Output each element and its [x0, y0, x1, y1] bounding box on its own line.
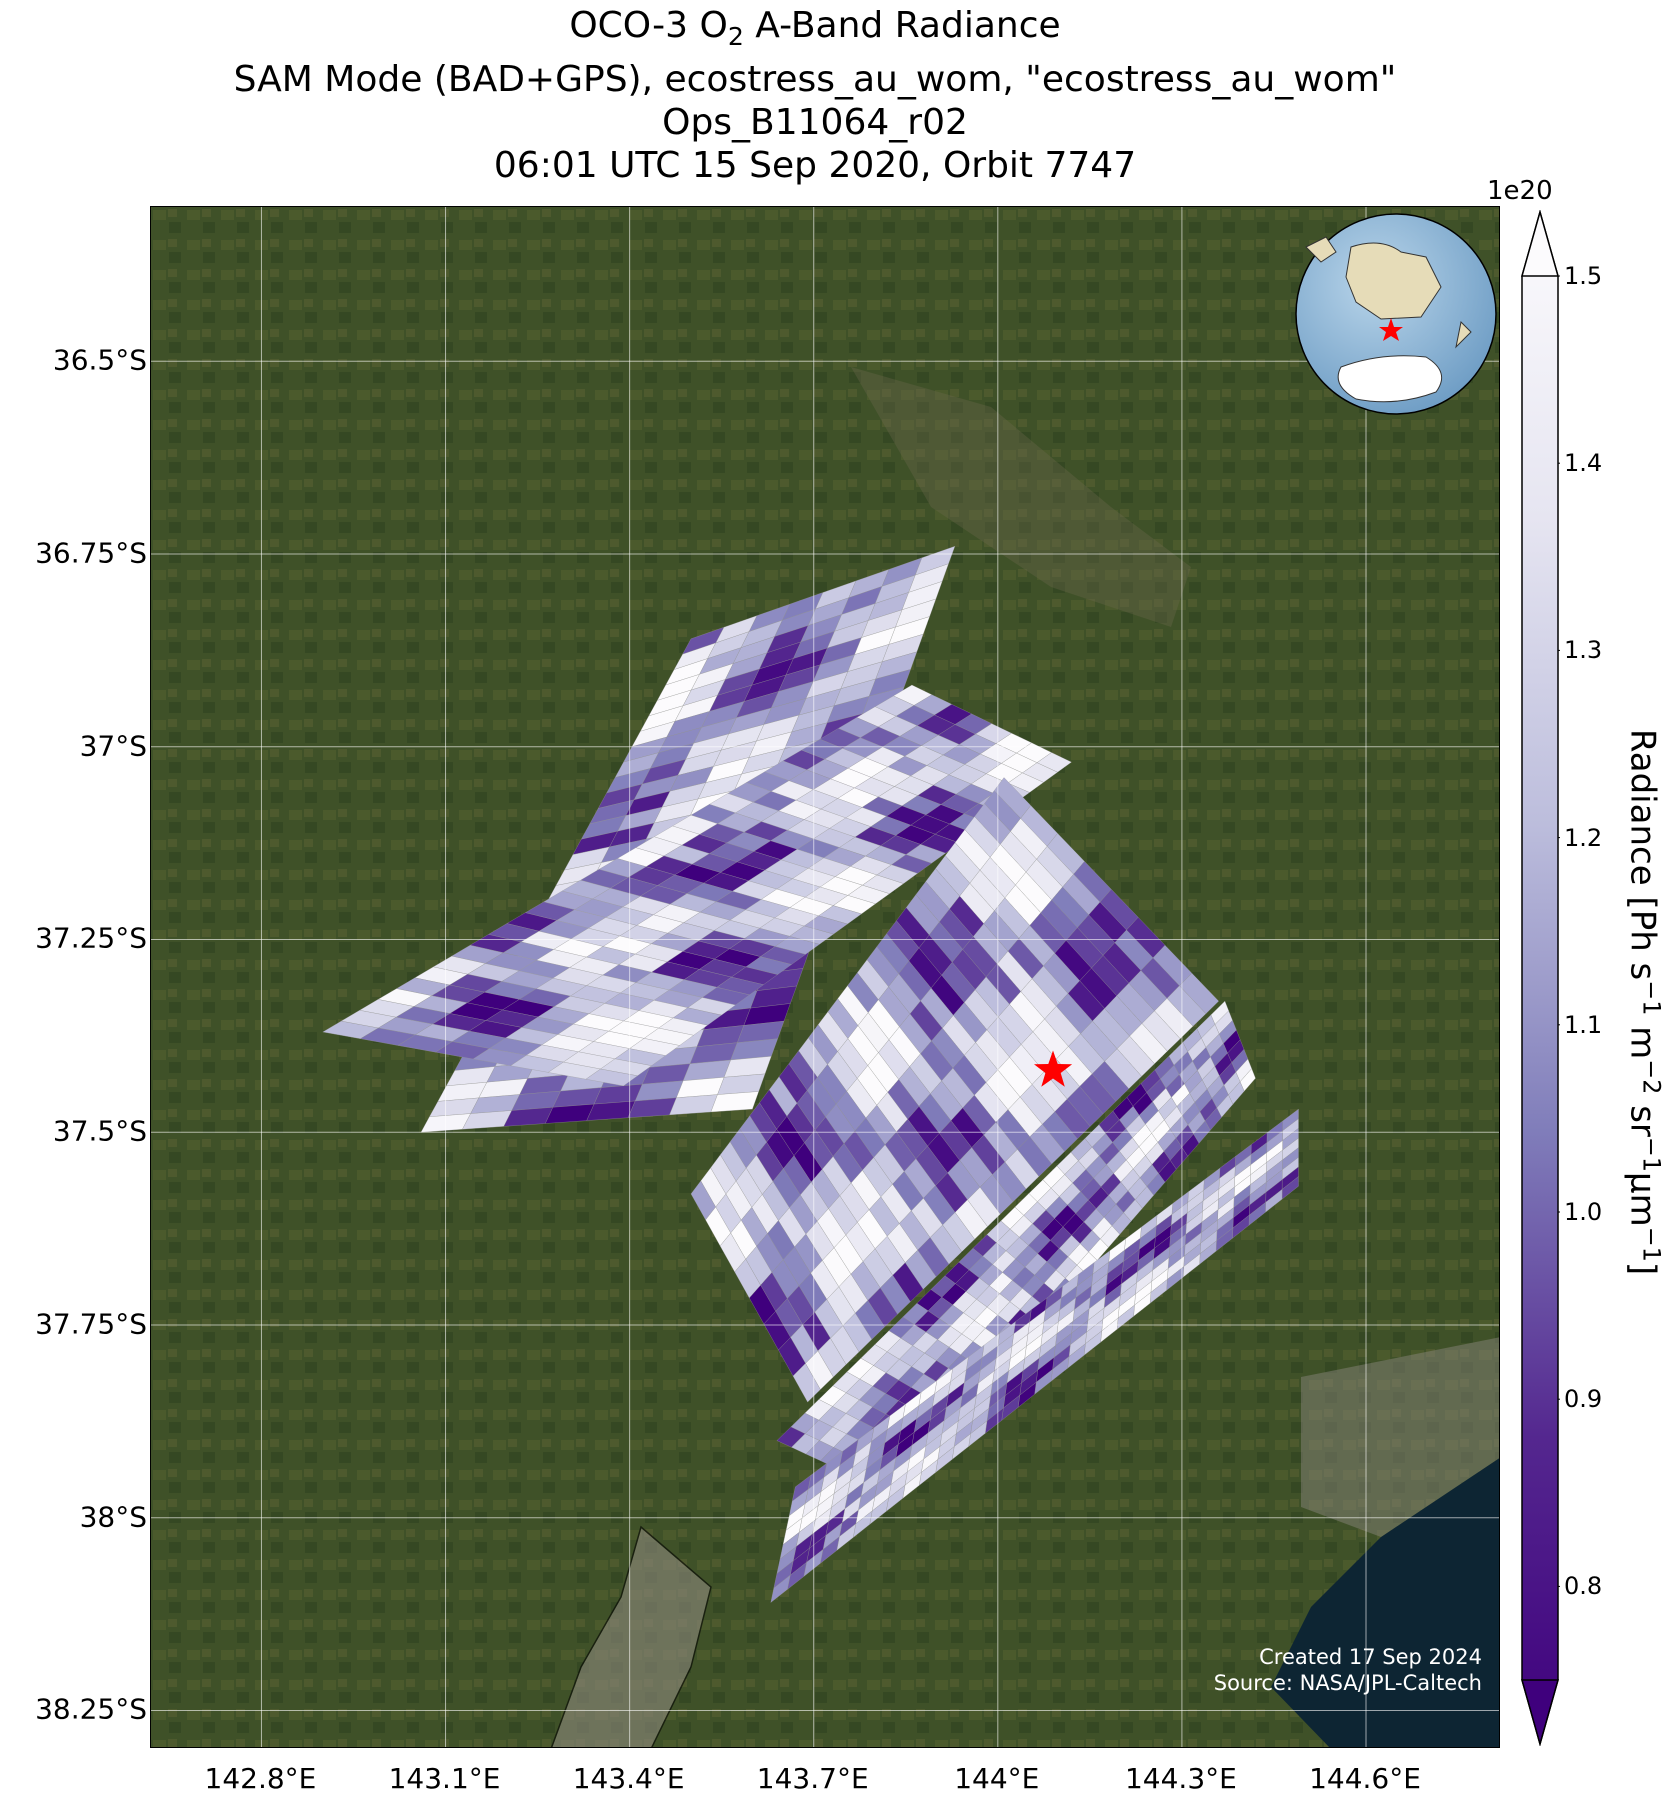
colorbar-tick-label: 1.4 [1564, 449, 1603, 478]
lat-tick-label: 37.25°S [35, 921, 147, 955]
map-gridlines [151, 207, 1499, 1747]
lat-tick-label: 36.75°S [35, 536, 147, 570]
colorbar-tick-label: 1.2 [1564, 823, 1603, 852]
red-star-icon[interactable] [1034, 1050, 1073, 1087]
radiance-footprint [710, 1091, 759, 1113]
lat-tick-label: 37°S [79, 729, 147, 763]
city-area [1301, 1337, 1499, 1537]
lon-tick-label: 144.3°E [1124, 1762, 1237, 1795]
bay-water [1271, 1458, 1499, 1747]
title-line-1: OCO-3 O2 A-Band Radiance [569, 5, 1061, 52]
salt-lake [550, 1525, 712, 1747]
lon-tick-label: 143.4°E [572, 1762, 685, 1795]
target-marker[interactable] [1034, 1050, 1073, 1087]
colorbar-tick-label: 0.8 [1564, 1572, 1603, 1601]
credit-text: Created 17 Sep 2024 Source: NASA/JPL-Cal… [1214, 1644, 1482, 1696]
map-canvas [151, 207, 1499, 1747]
title-line-4: 06:01 UTC 15 Sep 2020, Orbit 7747 [493, 145, 1137, 187]
lat-tick-label: 37.75°S [35, 1307, 147, 1341]
colorbar-exponent: 1e20 [1487, 176, 1553, 206]
mountain-range [851, 367, 1191, 627]
colorbar-tick-label: 0.9 [1564, 1385, 1603, 1414]
lat-tick-label: 38.25°S [35, 1692, 147, 1726]
title-line-3: Ops_B11064_r02 [662, 102, 968, 144]
figure-title: OCO-3 O2 A-Band Radiance SAM Mode (BAD+G… [0, 4, 1630, 187]
colorbar-tick-label: 1.1 [1564, 1010, 1603, 1039]
map-panel[interactable] [150, 206, 1500, 1748]
lon-tick-label: 143.7°E [756, 1762, 869, 1795]
title-line-2: SAM Mode (BAD+GPS), ecostress_au_wom, "e… [233, 59, 1397, 101]
credit-created: Created 17 Sep 2024 [1259, 1645, 1482, 1669]
colorbar-tick-label: 1.5 [1564, 262, 1603, 290]
lon-tick-label: 144°E [954, 1762, 1040, 1795]
credit-source: Source: NASA/JPL-Caltech [1213, 1671, 1482, 1695]
colorbar-label: Radiance [Ph s−1 m−2 sr−1μm−1] [1622, 728, 1666, 1276]
colorbar-tick-label: 1.0 [1564, 1198, 1603, 1226]
radiance-footprint [669, 1094, 718, 1116]
radiance-swaths [322, 545, 1299, 1603]
radiance-footprint [770, 1574, 791, 1603]
lon-tick-label: 142.8°E [204, 1762, 317, 1795]
radiance-footprint [585, 1068, 638, 1087]
lon-tick-label: 144.6°E [1309, 1762, 1421, 1795]
globe-inset-icon [1295, 213, 1497, 415]
colorbar [1521, 210, 1560, 1746]
lat-tick-label: 36.5°S [52, 343, 147, 377]
lat-tick-label: 38°S [79, 1500, 147, 1534]
lon-tick-label: 143.1°E [388, 1762, 501, 1795]
colorbar-tick-label: 1.3 [1564, 636, 1603, 665]
lat-tick-label: 37.5°S [52, 1114, 147, 1148]
